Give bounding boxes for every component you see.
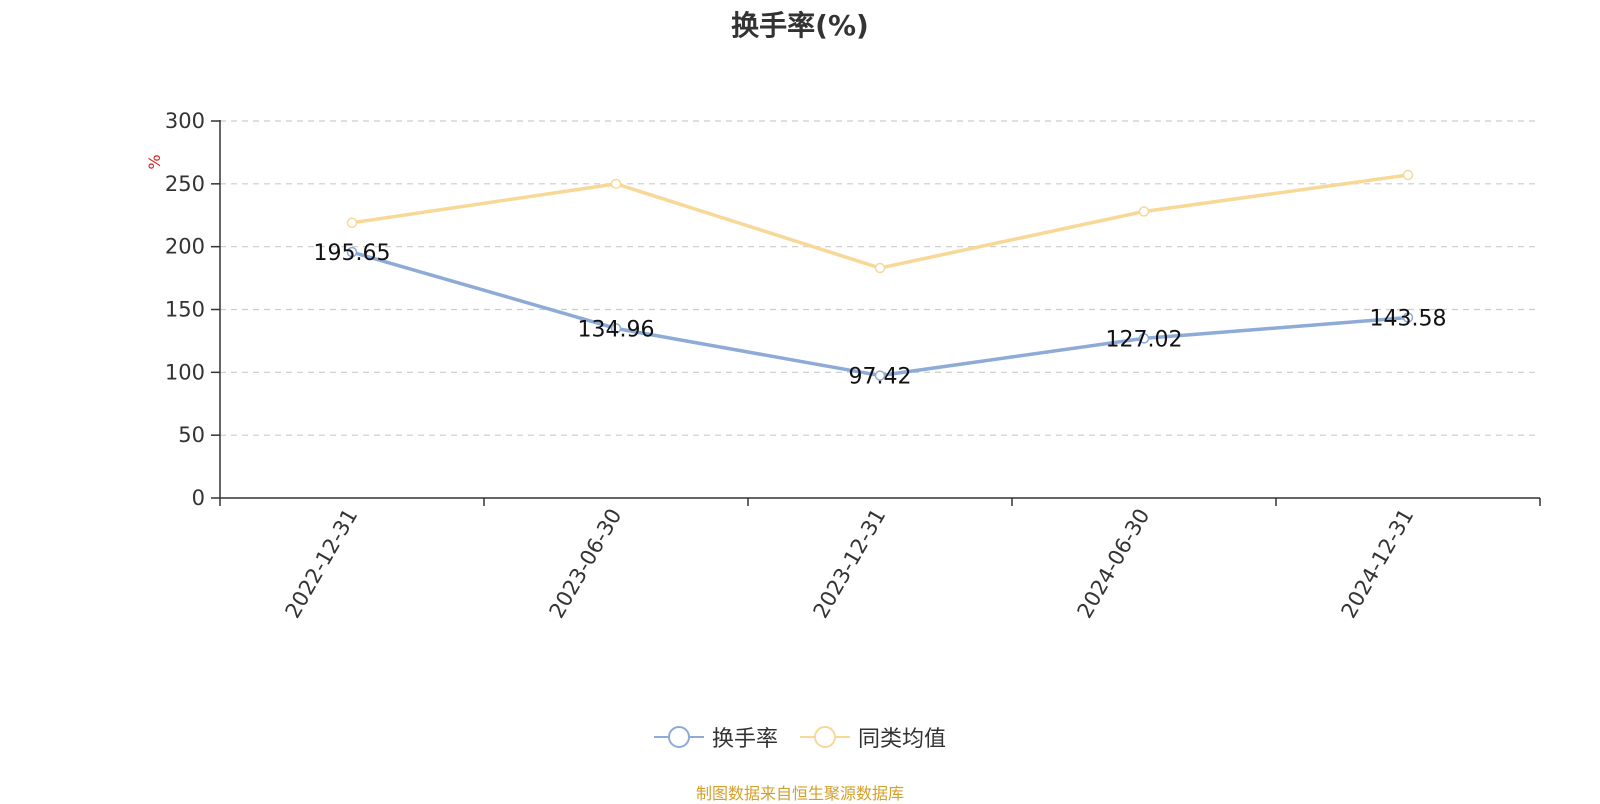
x-tick-label: 2022-12-31: [281, 505, 363, 623]
legend-label-turnover: 换手率: [711, 727, 778, 752]
y-tick-label: 50: [178, 423, 205, 447]
legend-item-turnover[interactable]: 换手率: [653, 721, 778, 753]
data-label: 143.58: [1370, 307, 1447, 332]
y-tick-label: 150: [165, 298, 205, 322]
data-point-0-3: [1138, 333, 1150, 344]
legend-label-peer-average: 同类均值: [858, 727, 947, 752]
legend-item-peer-average[interactable]: 同类均值: [800, 721, 946, 753]
legend-line-circle-icon: [653, 726, 704, 748]
source-note: 制图数据来自恒生聚源数据库: [695, 784, 904, 803]
y-tick-label: 300: [165, 109, 205, 133]
data-point-1-4: [1402, 169, 1414, 181]
data-point-0-2: [874, 370, 886, 381]
y-tick-label: 0: [192, 486, 205, 510]
y-tick-label: 250: [165, 172, 205, 196]
x-tick-label: 2023-12-31: [809, 505, 891, 623]
data-point-0-0: [346, 246, 358, 258]
chart-title: 换手率(%): [731, 9, 869, 42]
legend: 换手率 同类均值: [0, 721, 1600, 753]
data-label: 97.42: [849, 365, 912, 390]
data-point-1-3: [1138, 206, 1150, 217]
data-label: 195.65: [314, 241, 391, 266]
data-point-1-1: [610, 178, 622, 190]
x-tick-label: 2024-06-30: [1073, 505, 1155, 623]
y-tick-label: 200: [165, 235, 205, 259]
y-tick-label: 100: [165, 360, 205, 384]
data-label: 127.02: [1106, 327, 1183, 352]
data-point-0-4: [1402, 312, 1414, 323]
data-point-1-0: [346, 217, 358, 229]
x-tick-label: 2023-06-30: [545, 505, 627, 623]
legend-line-circle-icon: [800, 726, 850, 748]
y-axis-unit-label: %: [145, 154, 164, 169]
data-label: 134.96: [578, 317, 655, 342]
data-point-1-2: [874, 262, 886, 274]
data-labels: 195.65 134.96 97.42 127.02 143.58: [314, 241, 1447, 389]
data-point-0-1: [610, 323, 622, 334]
series-line-1: [351, 173, 1409, 270]
x-tick-label: 2024-12-31: [1337, 505, 1419, 623]
series: [346, 169, 1414, 381]
